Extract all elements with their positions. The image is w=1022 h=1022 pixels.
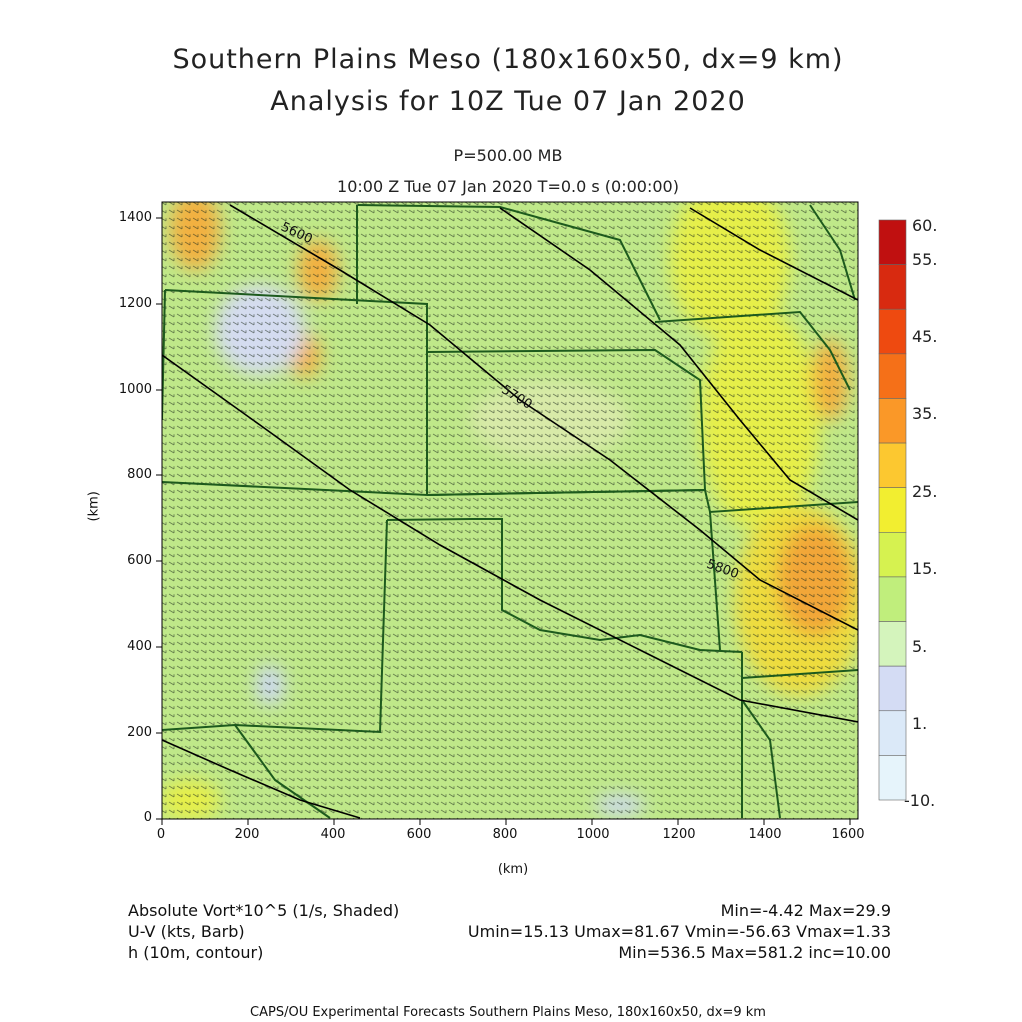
y-tick-label: 1200 xyxy=(118,296,152,311)
footer-credit: CAPS/OU Experimental Forecasts Southern … xyxy=(250,1005,766,1020)
y-tick-label: 1400 xyxy=(118,210,152,225)
border-line xyxy=(654,310,851,391)
border-line xyxy=(426,488,858,514)
x-ticks xyxy=(161,819,851,825)
contour-line xyxy=(229,204,858,631)
colorbar-swatch xyxy=(878,532,907,578)
legend-field-wind: U-V (kts, Barb) xyxy=(128,922,245,941)
y-ticks xyxy=(156,217,162,820)
colorbar-swatch xyxy=(878,353,907,399)
axis-ticks xyxy=(156,217,851,825)
legend-field-vorticity: Absolute Vort*10^5 (1/s, Shaded) xyxy=(128,901,400,920)
colorbar-swatch xyxy=(878,219,907,265)
colorbar-swatch xyxy=(878,665,907,712)
contour-line xyxy=(162,354,858,723)
colorbar-swatch xyxy=(878,442,907,488)
x-axis-label: (km) xyxy=(497,862,529,877)
colorbar-label: 15. xyxy=(912,559,938,578)
colorbar-swatch xyxy=(878,264,907,310)
contour-line xyxy=(499,207,858,521)
contour-line xyxy=(162,739,361,819)
colorbar-swatch xyxy=(878,710,907,756)
y-tick-label: 1000 xyxy=(118,382,152,397)
border-line xyxy=(709,511,721,651)
x-tick-label: 1200 xyxy=(662,827,696,842)
border-line xyxy=(386,518,743,653)
legend-vorticity-stats: Min=-4.42 Max=29.9 xyxy=(720,901,891,920)
y-tick-label: 0 xyxy=(143,810,152,825)
x-tick-label: 400 xyxy=(320,827,346,842)
legend-wind-stats: Umin=15.13 Umax=81.67 Vmin=-56.63 Vmax=1… xyxy=(467,922,891,941)
border-line xyxy=(162,519,388,734)
x-tick-label: 1000 xyxy=(576,827,610,842)
colorbar-swatch xyxy=(878,621,907,667)
x-tick-label: 0 xyxy=(156,827,166,842)
y-tick-label: 200 xyxy=(127,725,152,740)
colorbar-swatch xyxy=(878,398,907,444)
x-tick-label: 800 xyxy=(492,827,518,842)
y-tick-label: 800 xyxy=(127,467,152,482)
colorbar-label: 1. xyxy=(912,714,928,733)
colorbar-label: 35. xyxy=(912,404,938,423)
x-tick-label: 1400 xyxy=(748,827,782,842)
colorbar-label: 5. xyxy=(912,637,928,656)
x-tick-label: 200 xyxy=(234,827,260,842)
colorbar xyxy=(878,219,907,801)
x-tick-label: 1600 xyxy=(831,827,865,842)
colorbar-swatch xyxy=(878,755,907,801)
pressure-level: P=500.00 MB xyxy=(453,146,563,165)
y-tick-label: 600 xyxy=(127,553,152,568)
colorbar-swatch xyxy=(878,487,907,533)
legend-field-height: h (10m, contour) xyxy=(128,943,264,962)
title-line-1: Southern Plains Meso (180x160x50, dx=9 k… xyxy=(172,44,844,75)
vorticity-shading xyxy=(162,202,858,819)
state-borders xyxy=(162,204,858,819)
border-line xyxy=(741,699,781,819)
colorbar-label: 25. xyxy=(912,482,938,501)
height-contours xyxy=(162,204,858,819)
x-tick-label: 600 xyxy=(406,827,432,842)
border-line xyxy=(162,289,428,497)
title-line-2: Analysis for 10Z Tue 07 Jan 2020 xyxy=(270,86,746,117)
plot-frame xyxy=(161,201,859,820)
colorbar-swatch xyxy=(878,576,907,622)
colorbar-label: -10. xyxy=(904,791,936,810)
border-line xyxy=(809,204,856,301)
colorbar-label: 60. xyxy=(912,216,938,235)
legend-height-stats: Min=536.5 Max=581.2 inc=10.00 xyxy=(618,943,891,962)
valid-time: 10:00 Z Tue 07 Jan 2020 T=0.0 s (0:00:00… xyxy=(337,177,679,196)
colorbar-label: 55. xyxy=(912,250,938,269)
border-line xyxy=(234,724,331,819)
colorbar-label: 45. xyxy=(912,327,938,346)
border-line xyxy=(357,204,661,321)
contour-line xyxy=(689,207,858,301)
colorbar-swatch xyxy=(878,308,907,355)
border-line xyxy=(741,669,858,679)
y-tick-label: 400 xyxy=(127,639,152,654)
